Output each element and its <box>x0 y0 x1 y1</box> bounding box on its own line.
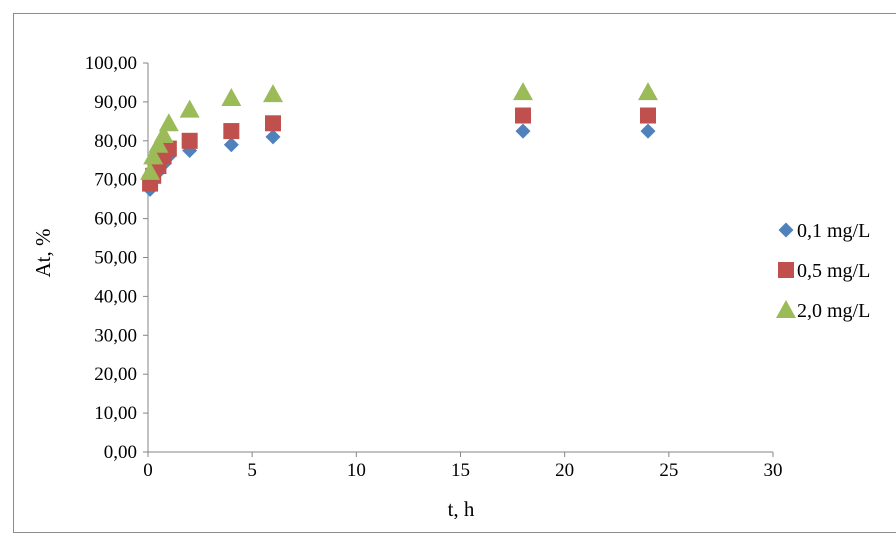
data-point <box>513 82 533 101</box>
legend-label: 0,1 mg/L <box>797 220 870 242</box>
series-triangle <box>140 82 658 180</box>
x-tick-label: 10 <box>347 460 366 481</box>
data-point <box>153 124 174 143</box>
legend-item: 0,1 mg/L <box>778 220 870 242</box>
y-tick-label: 90,00 <box>94 92 137 113</box>
data-point <box>179 99 200 118</box>
series-square <box>142 107 656 192</box>
y-tick-label: 20,00 <box>94 364 137 385</box>
y-tick-labels: 0,00 10,00 20,00 30,00 40,00 50,00 60,00 70,00 8… <box>85 53 148 463</box>
data-point <box>515 107 531 124</box>
data-point <box>515 123 531 139</box>
data-point <box>640 107 656 124</box>
x-tick-labels: 0 5 10 15 20 25 30 <box>143 452 783 481</box>
legend-item: 0,5 mg/L <box>778 260 870 282</box>
legend-label: 2,0 mg/L <box>797 300 870 322</box>
legend-marker <box>778 262 794 278</box>
scatter-chart: 0,00 10,00 20,00 30,00 40,00 50,00 60,00 70,00 8… <box>31 53 870 519</box>
y-tick-label: 50,00 <box>94 248 137 269</box>
y-tick-label: 30,00 <box>94 325 137 346</box>
x-tick-label: 25 <box>659 460 678 481</box>
legend-marker <box>776 300 796 318</box>
axes <box>147 63 773 453</box>
x-axis-label: t, h <box>448 497 475 519</box>
chart-frame <box>13 13 896 533</box>
y-tick-label: 100,00 <box>85 53 137 74</box>
data-point <box>223 137 239 153</box>
data-point <box>640 123 656 139</box>
data-point <box>223 123 240 140</box>
x-tick-label: 15 <box>451 460 470 481</box>
data-point <box>265 115 281 132</box>
data-point <box>263 84 283 103</box>
data-point <box>143 146 164 165</box>
data-point <box>221 88 242 107</box>
y-axis-label: At, % <box>31 229 55 278</box>
x-tick-label: 5 <box>247 460 257 481</box>
y-tick-label: 40,00 <box>94 286 137 307</box>
y-tick-label: 60,00 <box>94 209 137 230</box>
data-point <box>265 129 281 145</box>
legend-marker <box>778 222 794 238</box>
y-tick-label: 70,00 <box>94 170 137 191</box>
data-point <box>158 113 179 132</box>
series-diamond <box>142 123 656 197</box>
x-tick-label: 0 <box>143 460 153 481</box>
y-tick-label: 80,00 <box>94 131 137 152</box>
data-point <box>181 132 198 149</box>
y-tick-label: 10,00 <box>94 403 137 424</box>
legend: 0,1 mg/L 0,5 mg/L 2,0 mg/L <box>776 220 870 322</box>
x-tick-label: 20 <box>555 460 574 481</box>
data-point <box>638 82 658 101</box>
x-tick-label: 30 <box>764 460 783 481</box>
data-point <box>148 134 169 153</box>
data-points <box>140 82 658 197</box>
y-tick-label: 0,00 <box>104 442 137 463</box>
data-point <box>140 161 161 180</box>
legend-label: 0,5 mg/L <box>797 260 870 282</box>
legend-item: 2,0 mg/L <box>776 300 870 322</box>
